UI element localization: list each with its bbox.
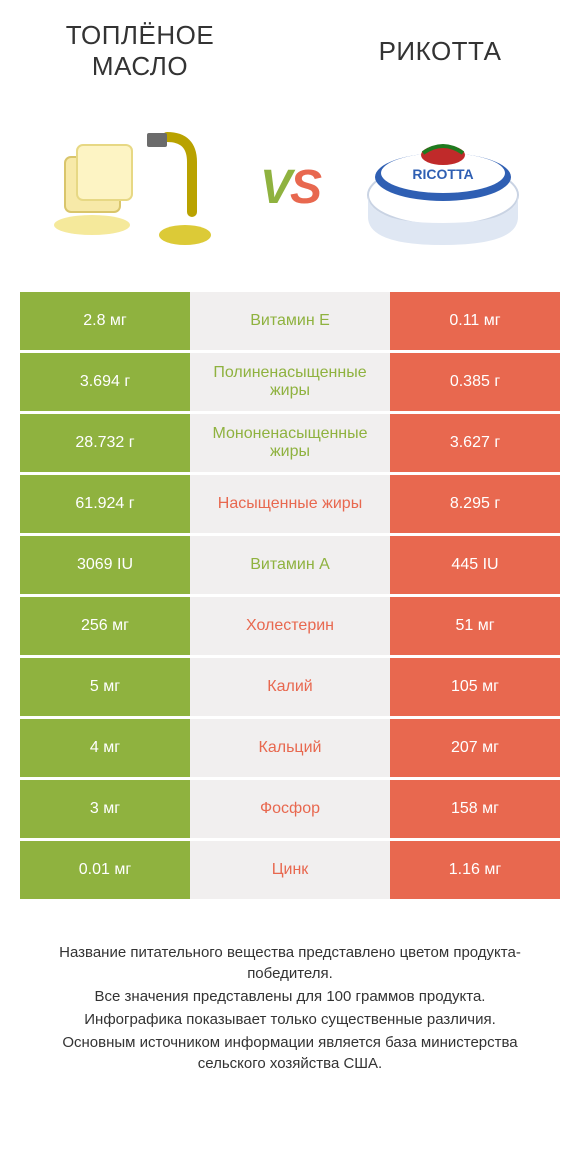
nutrient-label: Калий [190,658,390,716]
ghee-icon [47,117,227,257]
nutrient-label: Насыщенные жиры [190,475,390,533]
table-row: 256 мгХолестерин51 мг [20,597,560,655]
left-value: 4 мг [20,719,190,777]
table-row: 4 мгКальций207 мг [20,719,560,777]
vs-badge: VS [260,160,320,215]
right-value: 1.16 мг [390,841,560,899]
svg-text:RICOTTA: RICOTTA [413,166,474,182]
left-value: 2.8 мг [20,292,190,350]
footer-line: Основным источником информации является … [30,1032,550,1074]
table-row: 3.694 гПолиненасыщенные жиры0.385 г [20,353,560,411]
nutrient-label: Витамин E [190,292,390,350]
table-row: 28.732 гМононенасыщенные жиры3.627 г [20,414,560,472]
vs-letter-s: S [290,161,320,214]
left-value: 28.732 г [20,414,190,472]
right-value: 445 IU [390,536,560,594]
right-value: 0.385 г [390,353,560,411]
table-row: 3 мгФосфор158 мг [20,780,560,838]
table-row: 61.924 гНасыщенные жиры8.295 г [20,475,560,533]
nutrient-label: Холестерин [190,597,390,655]
product-images-row: VS RICOTTA [0,92,580,292]
footer-line: Название питательного вещества представл… [30,942,550,984]
ricotta-icon: RICOTTA [353,117,533,257]
right-value: 51 мг [390,597,560,655]
right-product-image: RICOTTA [353,117,533,257]
right-value: 3.627 г [390,414,560,472]
right-value: 8.295 г [390,475,560,533]
nutrient-label: Витамин A [190,536,390,594]
left-value: 256 мг [20,597,190,655]
table-row: 2.8 мгВитамин E0.11 мг [20,292,560,350]
right-product-title: РИКОТТА [340,36,540,67]
left-product-title: ТОПЛЁНОЕ МАСЛО [40,20,240,82]
left-value: 3 мг [20,780,190,838]
header: ТОПЛЁНОЕ МАСЛО РИКОТТА [0,0,580,92]
left-value: 3069 IU [20,536,190,594]
footer-line: Все значения представлены для 100 граммо… [30,986,550,1007]
nutrient-label: Фосфор [190,780,390,838]
left-value: 3.694 г [20,353,190,411]
right-value: 105 мг [390,658,560,716]
right-value: 207 мг [390,719,560,777]
nutrient-label: Мононенасыщенные жиры [190,414,390,472]
comparison-table: 2.8 мгВитамин E0.11 мг3.694 гПолиненасыщ… [0,292,580,899]
nutrient-label: Полиненасыщенные жиры [190,353,390,411]
footer-notes: Название питательного вещества представл… [0,902,580,1096]
table-row: 3069 IUВитамин A445 IU [20,536,560,594]
footer-line: Инфографика показывает только существенн… [30,1009,550,1030]
table-row: 0.01 мгЦинк1.16 мг [20,841,560,899]
left-value: 5 мг [20,658,190,716]
left-value: 61.924 г [20,475,190,533]
left-value: 0.01 мг [20,841,190,899]
right-value: 0.11 мг [390,292,560,350]
table-row: 5 мгКалий105 мг [20,658,560,716]
left-product-image [47,117,227,257]
nutrient-label: Кальций [190,719,390,777]
nutrient-label: Цинк [190,841,390,899]
right-value: 158 мг [390,780,560,838]
vs-letter-v: V [260,161,290,214]
